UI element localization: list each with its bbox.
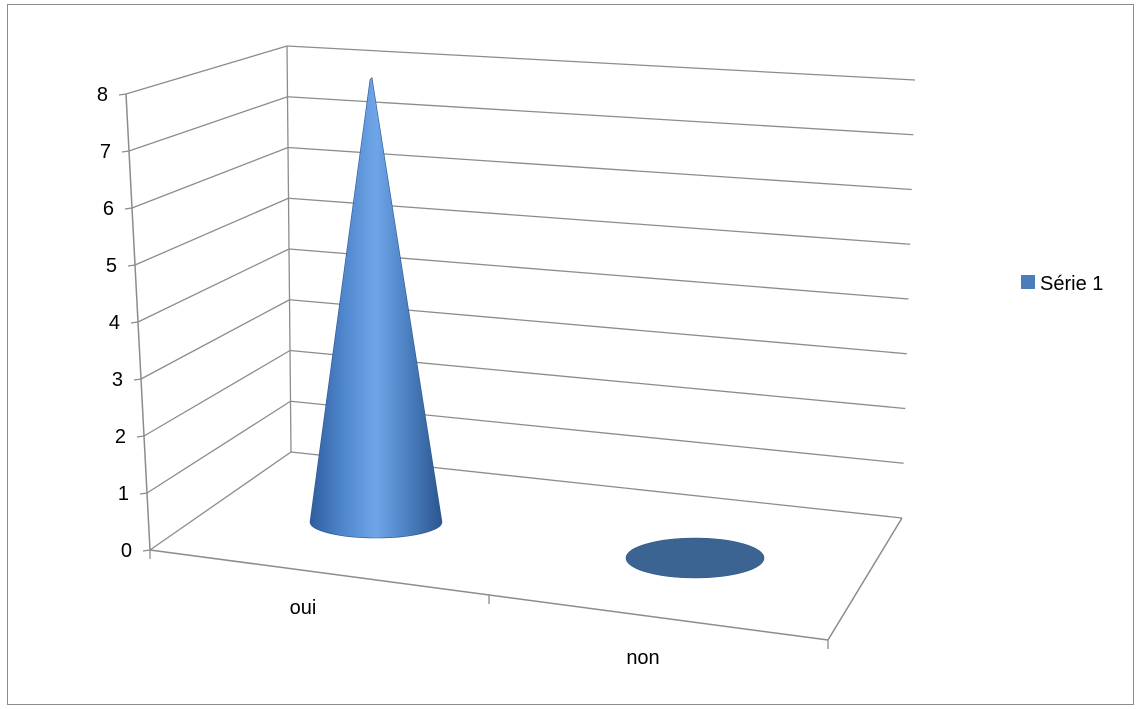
floor-right-edge [827,517,903,641]
y-tick-label: 8 [97,84,108,106]
y-tick-mark [124,207,133,210]
gridline-back [287,146,912,191]
gridlines [125,45,916,551]
gridline-back [286,45,916,81]
y-tick-mark [133,378,142,381]
y-tick-mark [142,549,151,552]
y-tick-mark [130,321,139,324]
gridline-side [143,349,291,437]
x-tick-label-non: non [626,647,659,669]
gridline-side [137,248,290,323]
data-marks [309,77,765,579]
y-tick-label: 1 [118,483,129,505]
legend-swatch [1021,275,1035,289]
y-tick-mark [121,150,130,153]
gridline-side [134,197,289,266]
y-tick-mark [139,492,148,495]
legend-label-serie-1: Série 1 [1040,273,1103,295]
gridline-side [125,45,288,95]
y-tick-mark [118,93,127,96]
cone-base-non [625,537,765,579]
back-wall-edge [286,45,292,453]
gridline-back [287,96,914,136]
y-tick-label: 2 [115,426,126,448]
gridline-side [131,146,289,209]
y-tick-label: 6 [103,198,114,220]
y-tick-label: 7 [100,141,111,163]
y-tick-mark [136,435,145,438]
y-tick-label: 0 [121,540,132,562]
axes [118,93,903,649]
tick-labels: 0 1 2 3 4 5 6 7 8 oui non [97,84,660,669]
legend: Série 1 [1021,273,1103,295]
chart-frame [7,4,1134,705]
cone-oui [309,77,443,539]
gridline-side [128,96,288,152]
gridline-side [140,299,290,380]
gridline-side [149,451,292,551]
y-tick-label: 3 [112,369,123,391]
y-axis [125,93,151,551]
y-tick-label: 5 [106,255,117,277]
gridline-side [146,400,291,494]
x-tick-label-oui: oui [290,597,317,619]
y-tick-mark [127,264,136,267]
y-tick-label: 4 [109,312,120,334]
